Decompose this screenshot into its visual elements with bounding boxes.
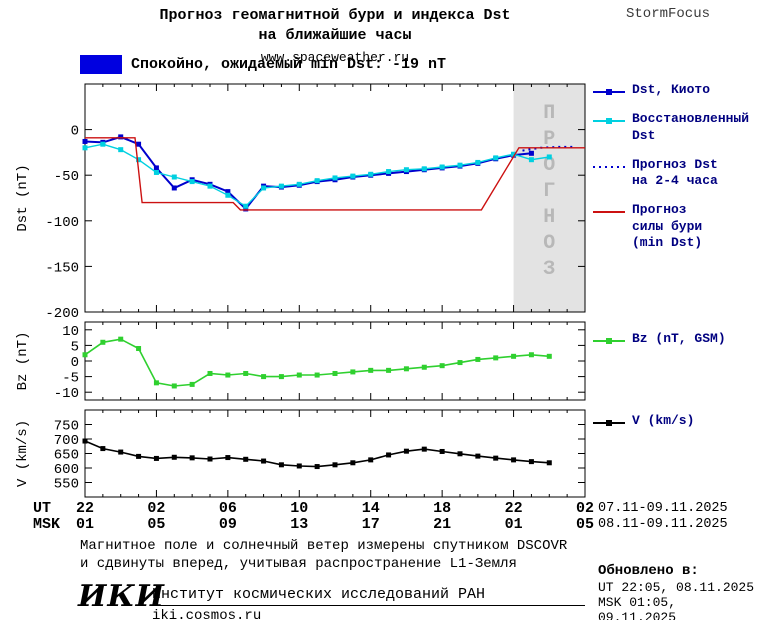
legend-item: Bz (nT, GSM)	[592, 331, 760, 347]
svg-text:Р: Р	[543, 128, 555, 151]
legend-item: Dst, Киото	[592, 82, 760, 98]
svg-text:О: О	[543, 232, 555, 255]
svg-text:П: П	[543, 102, 555, 125]
svg-text:02: 02	[576, 500, 594, 517]
svg-text:06: 06	[219, 500, 237, 517]
svg-text:-5: -5	[62, 371, 79, 387]
iki-site-link[interactable]: iki.cosmos.ru	[152, 608, 262, 620]
updated-msk: MSK 01:05, 09.11.2025	[598, 595, 677, 620]
legend-marker-icon	[593, 165, 625, 168]
svg-text:10: 10	[62, 324, 79, 340]
svg-text:V (km/s): V (km/s)	[15, 420, 31, 487]
legend-marker-icon	[593, 338, 625, 344]
status-text: Спокойно, ожидаемый min Dst: -19 nT	[131, 56, 447, 73]
date-range-msk: 08.11-09.11.2025	[598, 517, 728, 532]
status-color-swatch	[80, 55, 122, 74]
svg-text:750: 750	[54, 419, 79, 435]
svg-text:MSK: MSK	[33, 516, 60, 533]
page-title: Прогноз геомагнитной бури и индекса Dst	[159, 7, 511, 24]
legend-item: V (km/s)	[592, 413, 760, 429]
svg-text:01: 01	[505, 516, 523, 533]
page-title-line2: на ближайшие часы	[258, 27, 412, 45]
legend-marker-icon	[593, 420, 625, 426]
status-banner: Спокойно, ожидаемый min Dst: -19 nT	[80, 55, 446, 74]
svg-text:UT: UT	[33, 500, 51, 517]
svg-text:09: 09	[219, 516, 237, 533]
legend-item: Восстановленный Dst	[592, 111, 760, 144]
legend-marker-icon	[593, 118, 625, 125]
svg-text:Dst (nT): Dst (nT)	[15, 164, 31, 231]
updated-ut: UT 22:05, 08.11.2025	[598, 580, 755, 595]
legend-dst: Dst, Киото Восстановленный Dst Прогноз Dst…	[592, 82, 760, 264]
svg-text:10: 10	[290, 500, 308, 517]
svg-text:01: 01	[76, 516, 94, 533]
legend-marker-icon	[593, 211, 625, 214]
svg-text:13: 13	[290, 516, 308, 533]
svg-text:-100: -100	[45, 215, 79, 231]
svg-text:-10: -10	[54, 386, 79, 402]
svg-text:05: 05	[576, 516, 594, 533]
svg-text:550: 550	[54, 477, 79, 493]
legend-label: Прогноз Dst на 2-4 часа	[632, 156, 718, 188]
svg-text:-200: -200	[45, 306, 79, 322]
svg-text:22: 22	[505, 500, 523, 517]
title-block: Прогноз геомагнитной бури и индекса Dst …	[85, 6, 585, 68]
svg-text:22: 22	[76, 500, 94, 517]
svg-text:0: 0	[71, 124, 79, 140]
svg-text:О: О	[543, 154, 555, 177]
footnote-line2: и сдвинуты вперед, учитывая распростране…	[80, 556, 517, 572]
svg-text:5: 5	[71, 339, 79, 355]
svg-text:З: З	[543, 258, 555, 281]
svg-text:05: 05	[147, 516, 165, 533]
legend-label: V (km/s)	[632, 413, 695, 428]
date-range-ut: 07.11-09.11.2025	[598, 501, 728, 516]
institute-name: Институт космических исследований РАН	[152, 586, 486, 603]
iki-logo: ИКИ	[78, 579, 165, 614]
svg-text:17: 17	[362, 516, 380, 533]
legend-label: Восстановленный Dst	[632, 111, 750, 143]
legend-label: Прогноз силы бури (min Dst)	[632, 202, 703, 250]
svg-text:600: 600	[54, 462, 79, 478]
svg-text:Bz (nT): Bz (nT)	[15, 332, 31, 391]
svg-text:650: 650	[54, 448, 79, 464]
legend-marker-icon	[593, 89, 625, 95]
spaceweather-link[interactable]: www.spaceweather.ru	[260, 49, 410, 65]
svg-text:21: 21	[433, 516, 451, 533]
legend-v: V (km/s)	[592, 413, 760, 442]
footnote-line1: Магнитное поле и солнечный ветер измерен…	[80, 538, 568, 554]
footer-divider	[152, 605, 585, 606]
svg-text:0: 0	[71, 355, 79, 371]
svg-text:14: 14	[362, 500, 380, 517]
legend-item: Прогноз силы бури (min Dst)	[592, 202, 760, 251]
legend-label: Bz (nT, GSM)	[632, 331, 726, 346]
legend-bz: Bz (nT, GSM)	[592, 331, 760, 360]
svg-text:Г: Г	[543, 180, 555, 203]
brand-label: StormFocus	[626, 6, 711, 22]
legend-item: Прогноз Dst на 2-4 часа	[592, 157, 760, 190]
svg-text:700: 700	[54, 433, 79, 449]
updated-heading: Обновлено в:	[598, 563, 699, 579]
svg-text:-150: -150	[45, 260, 79, 276]
svg-text:-50: -50	[54, 169, 79, 185]
svg-text:18: 18	[433, 500, 451, 517]
legend-label: Dst, Киото	[632, 82, 711, 97]
svg-text:02: 02	[147, 500, 165, 517]
svg-text:Н: Н	[543, 206, 555, 229]
